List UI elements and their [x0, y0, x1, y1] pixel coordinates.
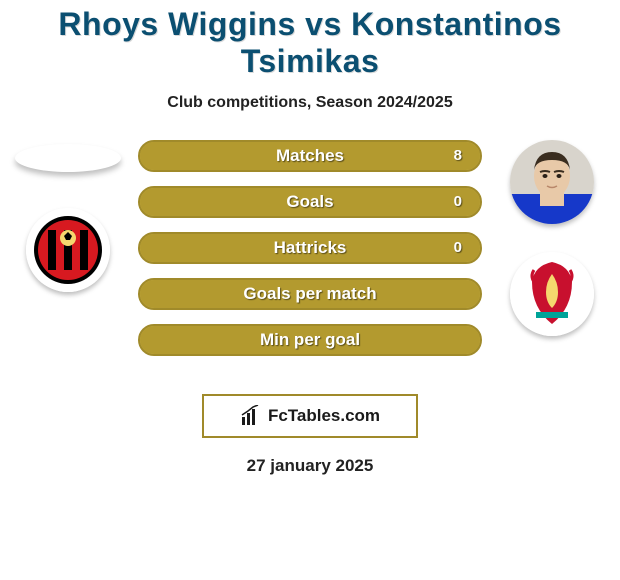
stat-row: Goals per match: [138, 278, 482, 310]
stat-label: Matches: [140, 142, 480, 170]
liverpool-badge-icon: [510, 252, 594, 336]
comparison-card: Rhoys Wiggins vs Konstantinos Tsimikas C…: [0, 0, 620, 450]
stat-row: Matches8: [138, 140, 482, 172]
stat-label: Hattricks: [140, 234, 480, 262]
page-title: Rhoys Wiggins vs Konstantinos Tsimikas: [0, 0, 620, 80]
left-club-badge: [26, 208, 110, 292]
brand-box[interactable]: FcTables.com: [202, 394, 418, 438]
stat-row: Min per goal: [138, 324, 482, 356]
bournemouth-badge-icon: [26, 208, 110, 292]
bar-chart-icon: [240, 405, 262, 427]
stat-label: Min per goal: [140, 326, 480, 354]
stat-value-right: 0: [454, 188, 462, 216]
stat-bars: Matches8Goals0Hattricks0Goals per matchM…: [138, 140, 482, 370]
player-portrait-icon: [510, 140, 594, 224]
stat-row: Hattricks0: [138, 232, 482, 264]
stat-value-right: 8: [454, 142, 462, 170]
right-column: [492, 140, 612, 336]
content-area: Matches8Goals0Hattricks0Goals per matchM…: [0, 140, 620, 380]
stat-value-right: 0: [454, 234, 462, 262]
right-player-avatar: [510, 140, 594, 224]
stat-label: Goals: [140, 188, 480, 216]
stat-row: Goals0: [138, 186, 482, 218]
left-player-avatar: [15, 144, 121, 172]
brand-text: FcTables.com: [268, 406, 380, 426]
right-club-badge: [510, 252, 594, 336]
stat-label: Goals per match: [140, 280, 480, 308]
subtitle: Club competitions, Season 2024/2025: [0, 94, 620, 112]
left-column: [8, 140, 128, 292]
date-label: 27 january 2025: [0, 456, 620, 476]
